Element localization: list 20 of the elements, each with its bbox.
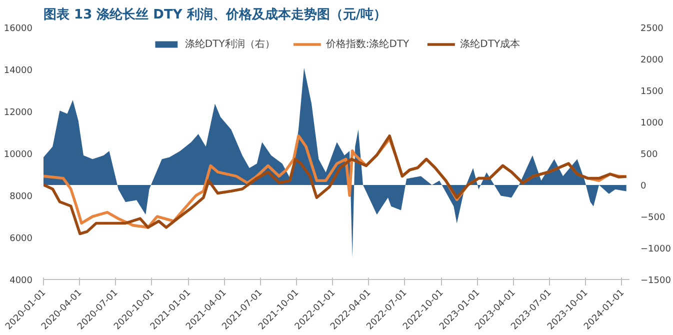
- legend-label: 涤纶DTY成本: [460, 38, 520, 51]
- y-tick-label: 10000: [4, 150, 33, 160]
- y-tick-label: 8000: [10, 192, 33, 202]
- y2-tick-label: −1000: [640, 244, 672, 254]
- y2-tick-label: 0: [640, 182, 646, 192]
- y2-tick-label: 500: [640, 150, 658, 160]
- chart-title: 图表 13 涤纶长丝 DTY 利润、价格及成本走势图（元/吨）: [44, 6, 387, 22]
- y-tick-label: 4000: [10, 276, 33, 286]
- y2-tick-label: 1000: [640, 118, 664, 128]
- y-tick-label: 6000: [10, 234, 33, 244]
- y2-tick-label: −500: [640, 213, 666, 223]
- legend-label: 价格指数:涤纶DTY: [326, 38, 410, 51]
- y-tick-label: 14000: [4, 66, 33, 76]
- y2-tick-label: 1500: [640, 87, 664, 97]
- y2-tick-label: 2500: [640, 24, 664, 34]
- legend-label: 涤纶DTY利润（右）: [184, 38, 275, 51]
- y-tick-label: 16000: [4, 24, 33, 34]
- y2-tick-label: −1500: [640, 276, 672, 286]
- y-tick-label: 12000: [4, 108, 33, 118]
- y2-tick-label: 2000: [640, 56, 664, 66]
